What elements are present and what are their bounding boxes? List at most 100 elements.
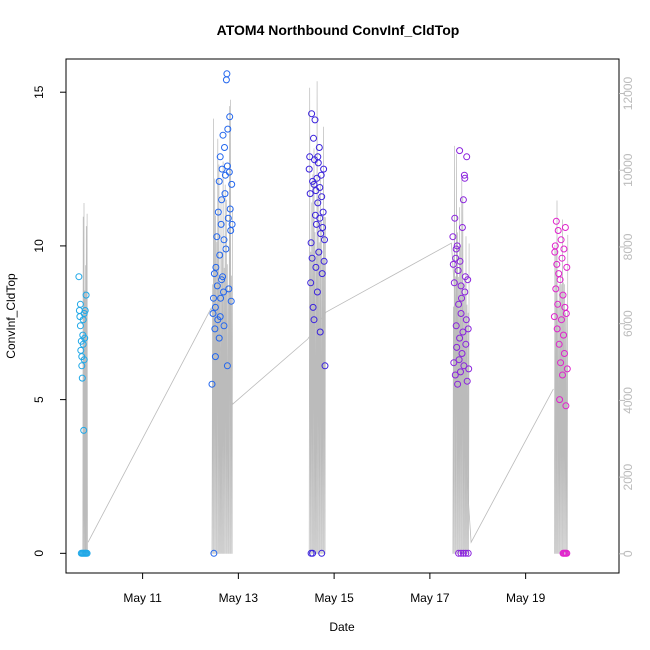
data-point bbox=[559, 291, 567, 299]
data-point bbox=[454, 380, 462, 388]
data-point bbox=[223, 162, 231, 170]
data-point bbox=[314, 159, 322, 167]
x-tick-label: May 11 bbox=[123, 591, 162, 605]
data-point bbox=[318, 270, 326, 278]
data-point bbox=[451, 214, 459, 222]
data-point bbox=[553, 260, 561, 268]
data-point bbox=[305, 165, 313, 173]
data-point bbox=[310, 316, 318, 324]
data-point bbox=[455, 356, 463, 364]
x-tick-label: May 13 bbox=[219, 591, 259, 605]
data-point bbox=[457, 310, 465, 317]
data-point bbox=[457, 368, 464, 376]
data-point bbox=[454, 267, 462, 274]
data-point bbox=[560, 350, 568, 357]
data-point bbox=[563, 365, 571, 373]
data-point bbox=[558, 316, 565, 324]
data-point bbox=[311, 116, 319, 124]
data-point bbox=[558, 254, 566, 262]
data-point bbox=[308, 110, 316, 118]
data-point bbox=[557, 236, 565, 244]
data-point bbox=[76, 322, 84, 330]
data-point bbox=[218, 196, 226, 204]
data-point bbox=[225, 168, 233, 176]
data-point bbox=[455, 300, 463, 308]
data-point bbox=[562, 402, 570, 410]
data-point bbox=[210, 549, 218, 557]
data-point bbox=[212, 263, 220, 271]
data-point bbox=[554, 227, 562, 234]
data-point bbox=[560, 331, 567, 339]
y2-tick-label: 4000 bbox=[621, 387, 635, 414]
data-point bbox=[80, 356, 88, 364]
data-point bbox=[457, 549, 465, 557]
data-point bbox=[309, 303, 317, 311]
y-tick-label: 10 bbox=[32, 239, 46, 253]
data-point bbox=[213, 233, 221, 241]
data-point bbox=[219, 131, 227, 139]
data-point bbox=[209, 310, 217, 317]
data-point bbox=[220, 288, 227, 296]
y-tick-label: 5 bbox=[32, 396, 46, 403]
chart-title: ATOM4 Northbound ConvInf_CldTop bbox=[217, 22, 460, 38]
data-point bbox=[312, 263, 320, 271]
y-tick-label: 15 bbox=[32, 85, 46, 99]
data-point bbox=[211, 325, 219, 333]
data-point bbox=[307, 239, 315, 247]
data-point bbox=[216, 153, 224, 161]
data-point bbox=[461, 174, 469, 182]
y2-tick-label: 10000 bbox=[621, 153, 635, 187]
data-point bbox=[218, 165, 226, 173]
data-point bbox=[563, 549, 571, 557]
data-point bbox=[317, 171, 325, 179]
data-point bbox=[227, 297, 235, 305]
data-point bbox=[460, 171, 468, 179]
data-point bbox=[321, 236, 328, 244]
data-point bbox=[452, 245, 460, 253]
data-point bbox=[312, 220, 320, 228]
data-point bbox=[456, 147, 464, 155]
data-point bbox=[221, 144, 228, 151]
y2-axis: 0 2000 4000 6000 8000 10000 12000 bbox=[619, 77, 635, 557]
data-point bbox=[451, 371, 459, 379]
data-point bbox=[222, 245, 230, 253]
data-point bbox=[465, 365, 473, 373]
data-point bbox=[224, 214, 232, 222]
data-point bbox=[78, 374, 86, 382]
altitude-transit-line bbox=[87, 242, 554, 544]
data-point bbox=[456, 257, 464, 265]
data-point bbox=[464, 276, 472, 284]
altitude-flight-line bbox=[554, 200, 569, 554]
data-point bbox=[314, 199, 322, 207]
y-tick-label: 0 bbox=[32, 550, 46, 557]
data-point bbox=[210, 270, 218, 278]
data-point bbox=[316, 328, 324, 336]
data-point bbox=[214, 208, 222, 216]
data-point bbox=[80, 426, 88, 434]
x-tick-label: May 19 bbox=[506, 591, 546, 605]
altitude-lines bbox=[82, 81, 569, 554]
data-point bbox=[216, 313, 224, 321]
data-point bbox=[460, 362, 468, 370]
data-point bbox=[83, 549, 91, 557]
data-point bbox=[309, 549, 317, 557]
data-point bbox=[317, 230, 325, 238]
data-point bbox=[222, 76, 230, 84]
data-point bbox=[319, 208, 327, 216]
y2-tick-label: 6000 bbox=[621, 310, 635, 337]
data-point bbox=[559, 371, 566, 379]
data-point bbox=[552, 285, 560, 293]
data-point bbox=[450, 359, 458, 367]
data-point bbox=[562, 310, 570, 317]
data-point bbox=[453, 242, 461, 250]
data-point bbox=[554, 300, 562, 308]
data-point bbox=[76, 300, 84, 308]
data-point bbox=[208, 380, 216, 388]
data-point bbox=[464, 325, 472, 333]
data-point bbox=[452, 322, 460, 330]
data-point bbox=[553, 325, 561, 333]
data-point bbox=[458, 350, 466, 357]
data-point bbox=[449, 260, 457, 268]
data-point bbox=[220, 322, 228, 330]
